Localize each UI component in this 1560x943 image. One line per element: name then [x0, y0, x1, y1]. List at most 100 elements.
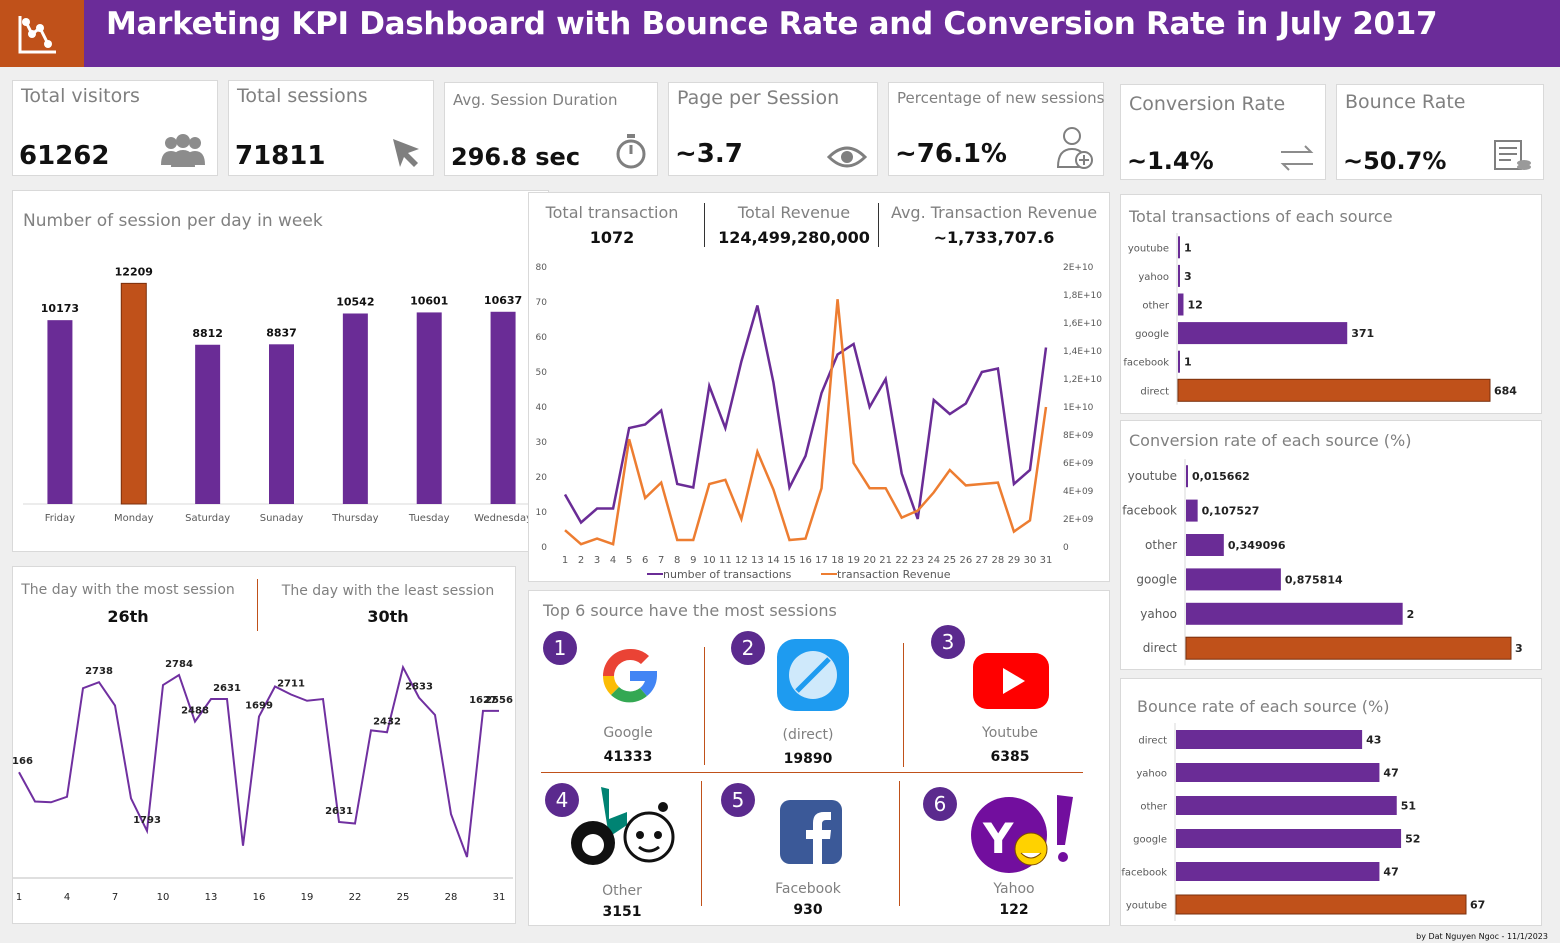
x-tick-label: 4	[64, 892, 70, 903]
data-label: 43	[1366, 734, 1381, 747]
x-tick-label: 1	[16, 892, 22, 903]
kpi-label: Page per Session	[677, 87, 840, 109]
dashboard-title: Marketing KPI Dashboard with Bounce Rate…	[106, 6, 1438, 42]
avg-revenue-label: Avg. Transaction Revenue	[890, 203, 1098, 222]
logo	[0, 0, 84, 67]
data-label: 1	[1184, 356, 1192, 369]
y-right-tick-label: 2E+09	[1063, 515, 1094, 525]
x-tick-label: 13	[205, 892, 218, 903]
x-tick-label: 26	[959, 555, 972, 566]
add-user-icon	[1057, 127, 1093, 169]
x-tick-label: Monday	[114, 513, 154, 524]
data-label: 684	[1494, 384, 1517, 397]
rank-badge: 5	[721, 783, 755, 817]
rank-badge: 3	[931, 625, 965, 659]
daily-sessions-chart: 2166 2738 1793 2784 2488 2631 1699 2711 2631 2432…	[13, 659, 513, 903]
rank-badge: 4	[545, 783, 579, 817]
bar	[1186, 534, 1224, 556]
y-right-tick-label: 1,6E+10	[1063, 319, 1102, 329]
x-tick-label: 23	[911, 555, 924, 566]
stopwatch-icon	[616, 134, 646, 169]
source-sessions: 930	[793, 902, 823, 918]
analytics-logo-icon	[18, 16, 56, 54]
series-line-revenue	[564, 299, 1048, 546]
legend-label: transaction Revenue	[837, 568, 951, 581]
x-tick-label: Friday	[45, 513, 75, 524]
kpi-card-total-sessions: Total sessions 71811	[228, 80, 434, 176]
y-right-tick-label: 4E+09	[1063, 487, 1094, 497]
y-right-tick-label: 1,4E+10	[1063, 347, 1102, 357]
y-tick-label: facebook	[1122, 504, 1177, 518]
x-tick-label: 16	[799, 555, 812, 566]
x-tick-label: 28	[992, 555, 1005, 566]
data-label: 1	[1184, 241, 1192, 254]
yahoo-icon: Y	[971, 795, 1073, 873]
series-line-sessions	[18, 664, 499, 858]
source-sessions: 19890	[783, 751, 833, 767]
x-tick-label: Tuesday	[408, 513, 450, 524]
x-tick-label: 22	[349, 892, 362, 903]
youtube-icon	[973, 653, 1049, 709]
x-tick-label: 9	[690, 555, 696, 566]
divider	[878, 203, 879, 247]
kpi-value: ~1.4%	[1127, 147, 1214, 175]
y-tick-label: youtube	[1128, 469, 1177, 483]
kpi-label: Bounce Rate	[1345, 91, 1466, 113]
x-tick-label: 21	[879, 555, 892, 566]
chart-title: Conversion rate of each source (%)	[1129, 431, 1412, 450]
data-label: 47	[1383, 767, 1398, 780]
source-name: Yahoo	[993, 881, 1035, 897]
x-tick-label: 10	[703, 555, 716, 566]
bar	[490, 311, 516, 504]
x-tick-label: 5	[626, 555, 632, 566]
bar	[342, 313, 368, 504]
x-tick-label: 31	[493, 892, 506, 903]
y-tick-label: youtube	[1126, 901, 1167, 912]
dashboard-header: Marketing KPI Dashboard with Bounce Rate…	[0, 0, 1560, 67]
x-tick-label: 17	[815, 555, 828, 566]
x-tick-label: Wednesday	[474, 513, 532, 524]
y-tick-label: direct	[1140, 386, 1169, 397]
y-left-tick-label: 70	[536, 298, 548, 308]
y-tick-label: google	[1133, 835, 1167, 846]
bar	[1176, 730, 1363, 749]
x-tick-label: 27	[975, 555, 988, 566]
kpi-value: ~76.1%	[895, 139, 1007, 169]
data-label: 8837	[266, 326, 297, 339]
least-session-label: The day with the least session	[281, 583, 495, 599]
x-tick-label: 8	[674, 555, 680, 566]
source-name: Google	[603, 725, 653, 741]
kpi-value: 61262	[19, 141, 110, 171]
y-tick-label: other	[1142, 301, 1170, 312]
kpi-label: Total visitors	[21, 85, 140, 107]
conversion-by-source-chart: youtube 0,015662 facebook 0,107527 other 0,34…	[1122, 459, 1523, 666]
sessions-per-weekday-chart: 10173 Friday 12209 Monday 8812 Saturday 8837 Su…	[23, 265, 540, 524]
bar	[47, 320, 73, 504]
total-transaction-value: 1072	[589, 228, 635, 247]
source-name: Other	[602, 883, 642, 899]
y-tick-label: other	[1140, 802, 1168, 813]
data-label: 10542	[336, 295, 374, 308]
transactions-by-source-card: Total transactions of each source youtub…	[1120, 194, 1542, 414]
kpi-card-total-visitors: Total visitors 61262	[12, 80, 218, 176]
data-label: 10637	[484, 294, 522, 307]
x-tick-label: 20	[863, 555, 876, 566]
x-tick-label: 25	[943, 555, 956, 566]
avg-revenue-value: ~1,733,707.6	[933, 228, 1055, 247]
x-tick-label: 10	[157, 892, 170, 903]
bar	[1178, 322, 1348, 345]
y-tick-label: yahoo	[1136, 769, 1167, 780]
bar	[1175, 894, 1467, 915]
chart-title: Bounce rate of each source (%)	[1137, 697, 1390, 716]
source-sessions: 41333	[603, 749, 653, 765]
source-name: (direct)	[782, 727, 834, 743]
divider	[541, 772, 1083, 773]
y-tick-label: yahoo	[1138, 272, 1169, 283]
most-session-value: 26th	[107, 607, 149, 626]
x-tick-label: Saturday	[185, 513, 230, 524]
total-revenue-value: 124,499,280,000	[718, 228, 870, 247]
y-left-tick-label: 50	[536, 368, 548, 378]
y-left-tick-label: 10	[536, 508, 548, 518]
x-tick-label: 14	[767, 555, 780, 566]
y-right-tick-label: 1,8E+10	[1063, 291, 1102, 301]
